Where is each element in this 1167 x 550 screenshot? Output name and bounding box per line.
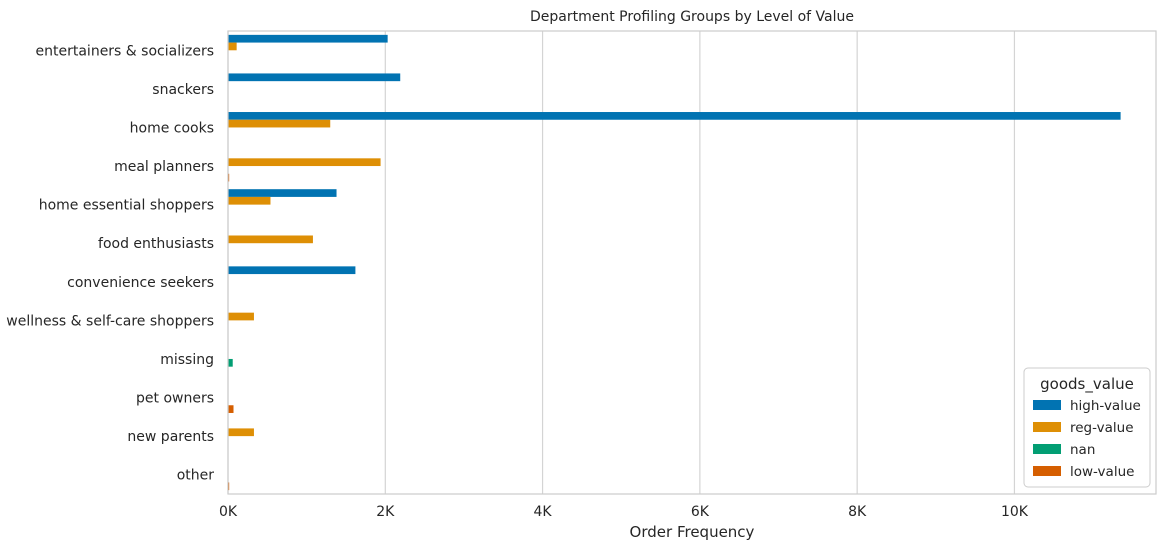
bar-nan (228, 358, 233, 367)
legend-label-reg-value: reg-value (1070, 420, 1134, 436)
legend-swatch-reg-value (1033, 422, 1061, 432)
legend-swatch-low-value (1033, 466, 1061, 476)
legend-label-nan: nan (1070, 442, 1095, 458)
legend-box (1023, 367, 1151, 488)
y-tick-label: missing (160, 352, 214, 368)
bar-reg-value (228, 312, 254, 321)
bar-reg-value (228, 158, 381, 167)
legend-swatch-high-value (1033, 400, 1061, 410)
bar-high-value (228, 112, 1121, 120)
y-tick-labels: entertainers & socializers snackers home c… (6, 43, 214, 483)
x-axis-label: Order Frequency (630, 523, 755, 541)
y-tick-label: entertainers & socializers (36, 43, 214, 59)
legend: goods_value high-value reg-value nan low-val… (1023, 367, 1151, 488)
bar-high-value (228, 73, 401, 82)
y-tick-label: other (177, 468, 215, 484)
x-tick-label: 6K (691, 504, 710, 520)
bar-reg-value (228, 428, 254, 437)
y-tick-label: convenience seekers (67, 275, 214, 291)
y-tick-label: wellness & self-care shoppers (6, 313, 214, 329)
bar-reg-value (228, 42, 237, 51)
y-tick-label: snackers (152, 82, 214, 98)
bar-high-value (228, 189, 337, 197)
y-tick-label: home essential shoppers (39, 198, 214, 214)
legend-label-high-value: high-value (1070, 398, 1141, 414)
legend-title: goods_value (1040, 375, 1134, 394)
y-tick-label: home cooks (130, 120, 214, 136)
bar-low-value (228, 405, 234, 413)
y-tick-label: new parents (127, 429, 214, 445)
bar-reg-value (228, 235, 313, 244)
x-tick-label: 10K (1001, 504, 1029, 520)
legend-label-low-value: low-value (1070, 464, 1134, 480)
x-tick-label: 4K (534, 504, 553, 520)
bar-reg-value (228, 119, 331, 128)
y-tick-label: food enthusiasts (98, 236, 214, 252)
chart-title: Department Profiling Groups by Level of … (530, 9, 854, 25)
bar-high-value (228, 266, 356, 275)
bar-high-value (228, 34, 388, 43)
legend-swatch-nan (1033, 444, 1061, 454)
x-tick-label: 2K (376, 504, 395, 520)
x-tick-label: 0K (219, 504, 238, 520)
bar-reg-value (228, 196, 271, 205)
y-tick-label: pet owners (136, 391, 214, 407)
grid (227, 31, 1016, 494)
x-tick-labels: 0K 2K 4K 6K 8K 10K (219, 504, 1029, 520)
bars (228, 34, 1121, 491)
x-tick-label: 8K (848, 504, 867, 520)
plot-frame (227, 30, 1157, 495)
y-tick-label: meal planners (114, 159, 214, 175)
